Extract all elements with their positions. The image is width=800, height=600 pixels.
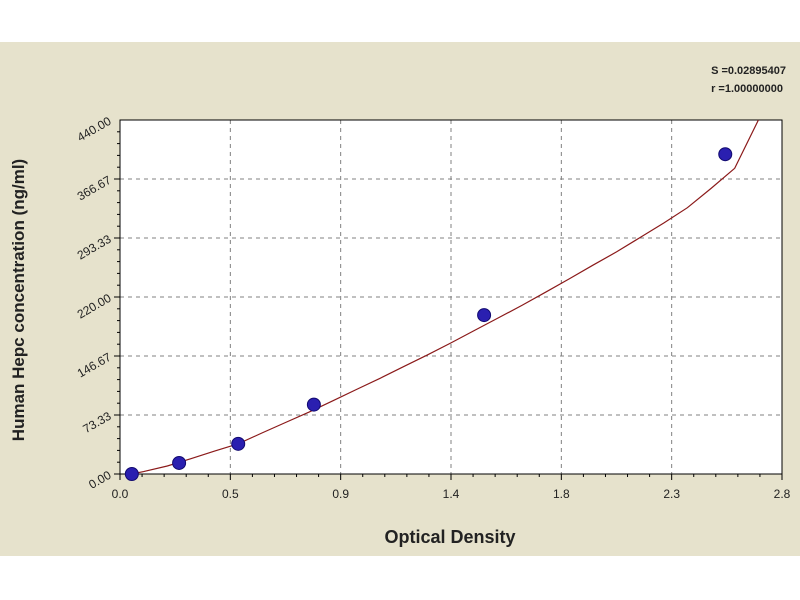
x-tick-label: 0.0	[112, 487, 129, 501]
data-point	[231, 436, 246, 451]
x-ticks: 0.0 0.5 0.9 1.4 1.8 2.3 2.8	[112, 487, 791, 501]
data-points	[124, 147, 733, 481]
fit-r-value: r =1.00000000	[711, 83, 783, 95]
x-tick-label: 1.4	[443, 487, 460, 501]
data-point	[172, 455, 187, 470]
y-axis-label: Human Hepc concentration (ng/ml)	[9, 158, 28, 442]
y-tick-label: 220.00	[75, 291, 114, 322]
x-axis-label: Optical Density	[384, 527, 516, 547]
y-tick-label: 0.00	[86, 468, 114, 492]
fit-statistics: S =0.02895407 r =1.00000000	[711, 62, 786, 98]
x-tick-label: 0.9	[332, 487, 349, 501]
y-ticks: 0.00 73.33 146.67 220.00 293.33 366.67 440.00	[75, 114, 114, 492]
data-point	[718, 147, 733, 162]
fit-curve	[131, 119, 759, 475]
y-tick-label: 440.00	[75, 114, 114, 145]
x-tick-label: 2.3	[663, 487, 680, 501]
data-point	[477, 308, 492, 323]
data-point	[124, 467, 139, 481]
y-tick-label: 293.33	[75, 232, 114, 263]
data-point	[306, 397, 321, 412]
y-tick-label: 366.67	[75, 173, 114, 204]
fit-s-value: S =0.02895407	[711, 65, 786, 77]
y-tick-label: 146.67	[75, 350, 114, 381]
y-tick-label: 73.33	[80, 409, 113, 436]
x-tick-label: 2.8	[774, 487, 791, 501]
x-tick-label: 0.5	[222, 487, 239, 501]
x-tick-label: 1.8	[553, 487, 570, 501]
axes	[114, 119, 783, 480]
